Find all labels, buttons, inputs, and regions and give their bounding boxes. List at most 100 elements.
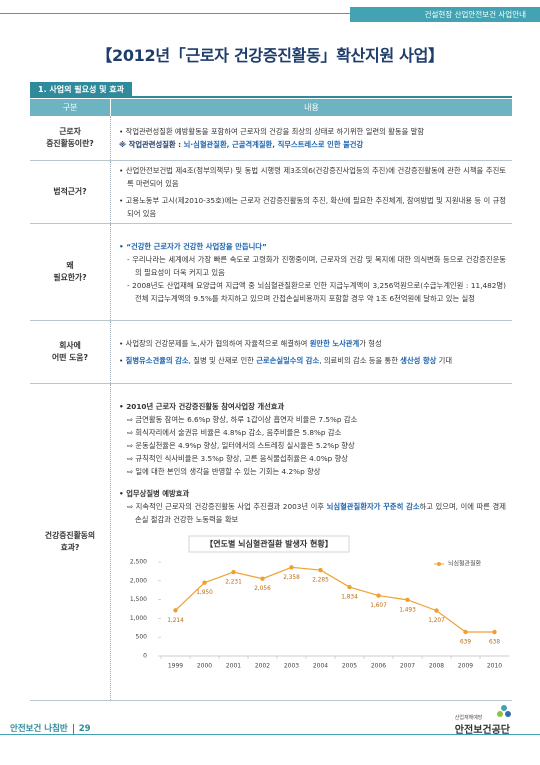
- paragraph: • 고용노동부 고시(제2010-35호)에는 근로자 건강증진활동의 추진, …: [119, 194, 506, 220]
- header-tagline: 건설현장 산업안전보건 사업안내: [350, 7, 540, 22]
- series-line: [175, 566, 495, 633]
- data-label: 2,231: [225, 580, 242, 586]
- text-run: ⇨ 회식자리에서 술권유 비율은 4.8%p 감소, 음주비율은 5.8%p 감…: [127, 428, 342, 437]
- page-title: 【2012년「근로자 건강증진활동」확산지원 사업】: [96, 46, 444, 65]
- x-tick-label: 2001: [226, 663, 241, 670]
- text-run: 기대: [436, 356, 453, 365]
- text-run: 원만한 노사관계: [309, 339, 360, 348]
- section-rule: [30, 96, 512, 98]
- text-run: • 작업관련성질환 예방활동을 포함하여 근로자의 건강을 최상의 상태로 하기…: [119, 127, 425, 136]
- info-table: 구분 내용 근로자 증진활동이란? • 작업관련성질환 예방활동을 포함하여 근로…: [30, 99, 512, 701]
- text-run: 가 형성: [359, 339, 382, 348]
- data-point: [492, 629, 497, 635]
- org-small: 산업재해예방: [454, 715, 483, 721]
- chart-title: 【연도별 뇌심혈관질환 발생자 현황】: [205, 539, 332, 549]
- data-label: 1,950: [196, 590, 213, 596]
- y-tick-label: 500: [136, 634, 148, 641]
- paragraph: - 2008년도 산업재해 요양급여 지급액 중 뇌심혈관질환으로 인한 지급누…: [119, 279, 506, 305]
- column-header: 내용: [110, 99, 512, 116]
- paragraph: ⇨ 금연활동 참여는 6.6%p 향상, 하루 1갑이상 흡연자 비율은 7.5…: [119, 413, 506, 426]
- text-run: ※ 작업관련성질환 :: [119, 140, 184, 149]
- x-tick-label: 2005: [342, 663, 357, 670]
- org-name: 안전보건공단: [454, 725, 510, 736]
- text-run: • 고용노동부 고시(제2010-35호)에는 근로자 건강증진활동의 추진, …: [119, 196, 506, 218]
- org-logo: 산업재해예방 안전보건공단: [454, 705, 511, 736]
- row-label: 근로자 증진활동이란?: [30, 116, 111, 161]
- row-content: • 작업관련성질환 예방활동을 포함하여 근로자의 건강을 최상의 상태로 하기…: [110, 116, 512, 161]
- data-label: 1,214: [167, 618, 184, 624]
- data-point: [289, 565, 294, 570]
- paragraph: ⇨ 지속적인 근로자의 건강증진활동 사업 추진결과 2003년 이후 뇌심혈관…: [119, 500, 506, 526]
- data-point: [463, 629, 468, 635]
- text-run: • 사업장의 건강문제를 노,사가 협의하여 자율적으로 해결하여: [119, 339, 310, 348]
- column-header: 구분: [30, 99, 111, 116]
- data-point: [260, 576, 265, 581]
- data-label: 1,607: [370, 603, 387, 609]
- data-point: [376, 593, 381, 598]
- table-row: 법적근거? • 산업안전보건법 제4조(정부의책무) 및 동법 시행령 제3조의6…: [30, 160, 512, 224]
- data-label: 639: [460, 639, 471, 645]
- text-run: 생산성 향상: [400, 356, 437, 365]
- y-tick-label: 1,500: [130, 596, 147, 603]
- row-content: • 사업장의 건강문제를 노,사가 협의하여 자율적으로 해결하여 원만한 노사…: [110, 320, 512, 384]
- paragraph: ⇨ 회식자리에서 술권유 비율은 4.8%p 감소, 음주비율은 5.8%p 감…: [119, 426, 506, 439]
- line-chart: 【연도별 뇌심혈관질환 발생자 현황】 0 500 1,000 1,500 2,000 2,…: [130, 535, 509, 670]
- data-label: 1,493: [399, 607, 416, 613]
- table-row: 회사에 어떤 도움? • 사업장의 건강문제를 노,사가 협의하여 자율적으로 해…: [30, 320, 512, 384]
- x-tick-label: 2006: [371, 663, 386, 670]
- data-point: [202, 580, 207, 585]
- x-tick-label: 2010: [487, 663, 502, 670]
- paragraph: ※ 작업관련성질환 : 뇌·심혈관질환, 근골격계질환, 직무스트레스로 인한 …: [119, 138, 506, 151]
- data-label: 2,056: [254, 586, 271, 592]
- x-tick-label: 2000: [197, 663, 212, 670]
- text-run: 하고 있으며, 이에 따른 경제손실 절감과 건강한 노동력을 확보: [135, 502, 506, 524]
- row-label: 건강증진활동의 효과?: [30, 383, 111, 701]
- text-run: - 2008년도 산업재해 요양급여 지급액 중 뇌심혈관질환으로 인한 지급누…: [127, 280, 506, 303]
- footer-rule: [0, 734, 540, 735]
- text-run: , 질병 및 산재로 인한: [188, 356, 257, 365]
- data-point: [347, 584, 352, 590]
- data-point: [231, 569, 236, 575]
- table-row: 근로자 증진활동이란? • 작업관련성질환 예방활동을 포함하여 근로자의 건강을…: [30, 116, 512, 161]
- text-run: • 2010년 근로자 건강증진활동 참여사업장 개선효과: [119, 402, 285, 411]
- data-label: 2,285: [312, 578, 329, 584]
- data-point: [173, 608, 178, 613]
- y-tick-label: 2,000: [130, 577, 147, 584]
- text-run: 뇌심혈관질환자가 꾸준히 감소: [326, 502, 420, 511]
- data-point: [405, 597, 410, 603]
- paragraph: • 산업안전보건법 제4조(정부의책무) 및 동법 시행령 제3조의6(건강증진…: [119, 164, 506, 190]
- y-tick-label: 2,500: [130, 559, 147, 566]
- text-run: ⇨ 규칙적인 식사비율은 3.5%p 향상, 고른 음식물섭취율은 4.0%p …: [127, 454, 349, 463]
- text-run: 질병유소견율의 감소: [125, 356, 189, 365]
- header-rule: [0, 13, 540, 14]
- row-label: 법적근거?: [30, 160, 111, 224]
- table-row: 왜 필요한가? • “건강한 근로자가 건강한 사업장을 만듭니다” - 우리나라는…: [30, 223, 512, 321]
- paragraph: • 작업관련성질환 예방활동을 포함하여 근로자의 건강을 최상의 상태로 하기…: [119, 125, 506, 138]
- text-run: 근로손실일수의 감소: [256, 356, 320, 365]
- paragraph: ⇨ 일에 대한 본인의 생각을 반영할 수 있는 기회는 4.2%p 향상: [119, 465, 506, 478]
- paragraph: • 질병유소견율의 감소, 질병 및 산재로 인한 근로손실일수의 감소, 의료…: [119, 354, 506, 367]
- paragraph: • 업무상질병 예방효과: [119, 487, 506, 500]
- text-run: • 업무상질병 예방효과: [119, 489, 190, 498]
- text-run: •: [119, 356, 126, 365]
- section-title: 1. 사업의 필요성 및 효과: [30, 82, 132, 97]
- x-tick-label: 2009: [458, 663, 473, 670]
- text-run: ⇨ 운동실천율은 4.9%p 향상, 일터에서의 스트레칭 실시율은 5.2%p…: [127, 441, 355, 450]
- x-tick-label: 2004: [313, 663, 328, 670]
- paragraph: • “건강한 근로자가 건강한 사업장을 만듭니다”: [119, 240, 506, 253]
- text-run: ⇨ 금연활동 참여는 6.6%p 향상, 하루 1갑이상 흡연자 비율은 7.5…: [127, 415, 358, 424]
- paragraph: • 2010년 근로자 건강증진활동 참여사업장 개선효과: [119, 400, 506, 413]
- data-point: [434, 608, 439, 613]
- data-label: 1,207: [428, 618, 445, 624]
- x-tick-label: 2007: [400, 663, 415, 670]
- row-content: • 산업안전보건법 제4조(정부의책무) 및 동법 시행령 제3조의6(건강증진…: [110, 160, 512, 224]
- logo-icon: [497, 705, 511, 717]
- data-label: 1,834: [341, 595, 358, 601]
- y-tick-label: 1,000: [130, 615, 147, 622]
- text-run: ⇨ 일에 대한 본인의 생각을 반영할 수 있는 기회는 4.2%p 향상: [127, 467, 321, 476]
- text-run: , 의료비의 감소 등을 통한: [319, 356, 401, 365]
- page-number: 29: [72, 724, 91, 734]
- x-tick-label: 2008: [429, 663, 444, 670]
- data-label: 2,358: [283, 575, 300, 581]
- legend-label: 뇌심혈관질환: [448, 560, 482, 568]
